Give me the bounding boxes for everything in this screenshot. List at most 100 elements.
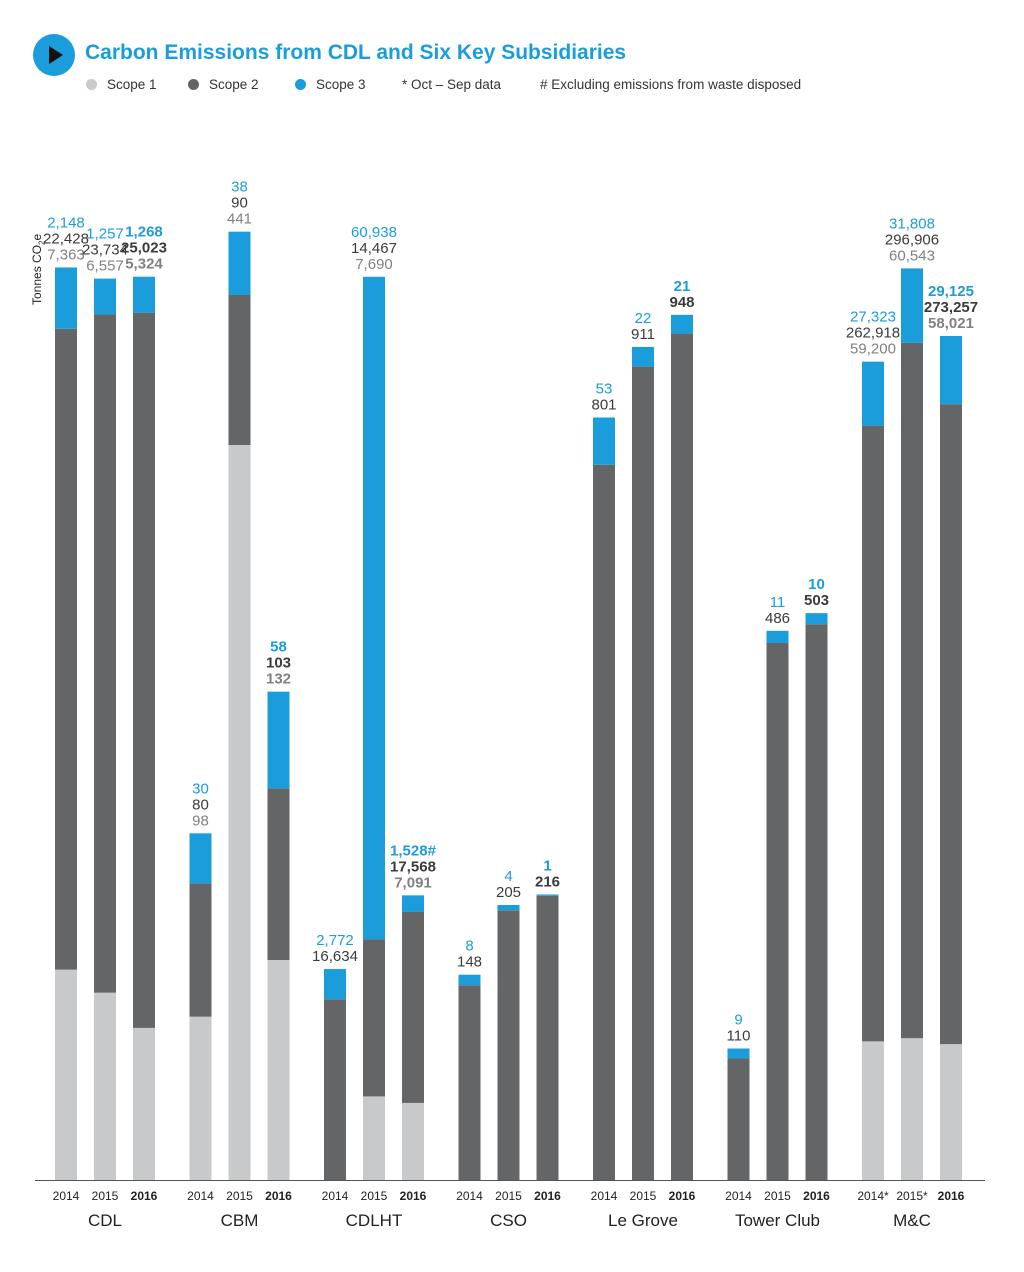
bar-mandc-2015-scope2 [901, 342, 923, 1039]
value-label-tower-club-2014-scope3: 9 [734, 1012, 742, 1029]
bar-cbm-2015-scope1 [228, 445, 251, 1180]
value-label-cdlht-2014-scope3: 2,772 [316, 932, 354, 949]
bar-cbm-2016-scope3 [267, 691, 290, 789]
value-label-tower-club-2016-scope3: 10 [808, 576, 825, 593]
legend-item-scope2: Scope 2 [188, 77, 259, 92]
year-label-cdlht-2015: 2015 [361, 1189, 388, 1203]
legend-note-oct-sep: * Oct – Sep data [402, 77, 502, 92]
bar-cso-2015-scope3 [497, 905, 520, 911]
legend-swatch-scope2 [188, 79, 199, 90]
bar-cbm-2015-scope3 [228, 231, 251, 295]
year-label-cbm-2016: 2016 [265, 1189, 292, 1203]
group-label-mandc: M&C [893, 1211, 931, 1230]
group-label-cdlht: CDLHT [346, 1211, 403, 1230]
bar-tower-club-2014-scope2 [727, 1058, 750, 1180]
bar-mandc-2014-scope2 [862, 425, 884, 1042]
value-label-cdl-2016-scope3: 1,268 [125, 224, 163, 241]
legend-item-scope1: Scope 1 [86, 77, 157, 92]
value-label-cbm-2015-scope1: 441 [227, 211, 252, 228]
bar-cdl-2016-scope1 [133, 1027, 155, 1180]
value-label-cdl-2015-scope1: 6,557 [86, 258, 124, 275]
value-label-cso-2015-scope3: 4 [504, 868, 512, 885]
bar-mandc-2014-scope3 [862, 361, 884, 426]
value-label-cso-2014-scope3: 8 [465, 938, 473, 955]
value-label-mandc-2014-scope2: 262,918 [846, 325, 900, 342]
bar-cdlht-2015-scope1 [363, 1096, 385, 1180]
legend-label-scope1: Scope 1 [107, 77, 157, 92]
value-label-mandc-2016-scope3: 29,125 [928, 283, 974, 300]
bar-cbm-2014-scope2 [189, 883, 212, 1017]
bar-mandc-2015-scope3 [901, 268, 923, 343]
year-label-cbm-2015: 2015 [226, 1189, 253, 1203]
bar-le-grove-2015-scope2 [632, 366, 654, 1180]
bar-le-grove-2014-scope2 [593, 464, 615, 1181]
bar-cdlht-2015-scope2 [363, 939, 385, 1097]
legend-label-scope2: Scope 2 [209, 77, 259, 92]
value-label-tower-club-2014-scope2: 110 [727, 1028, 751, 1045]
value-label-cdlht-2015-scope3: 60,938 [351, 224, 397, 241]
bar-cbm-2016-scope2 [267, 788, 290, 960]
bar-tower-club-2014-scope3 [727, 1048, 750, 1059]
bar-cdl-2014-scope1 [55, 969, 77, 1180]
year-label-cdl-2014: 2014 [53, 1189, 80, 1203]
value-label-cbm-2015-scope3: 38 [231, 179, 248, 196]
bar-cbm-2015-scope2 [228, 295, 251, 445]
chart-header: Carbon Emissions from CDL and Six Key Su… [0, 0, 1024, 110]
year-label-cso-2014: 2014 [456, 1189, 483, 1203]
bar-cdl-2014-scope2 [55, 328, 77, 970]
value-label-mandc-2014-scope1: 59,200 [850, 341, 896, 358]
value-label-cdl-2014-scope1: 7,363 [47, 246, 85, 263]
bar-cso-2016-scope2 [536, 895, 559, 1180]
value-label-cdl-2015-scope2: 23,734 [82, 242, 128, 259]
value-label-tower-club-2016-scope2: 503 [804, 592, 829, 609]
value-label-le-grove-2014-scope2: 801 [591, 397, 616, 414]
legend-label-scope3: Scope 3 [316, 77, 366, 92]
year-label-tower-club-2016: 2016 [803, 1189, 830, 1203]
value-label-mandc-2016-scope2: 273,257 [924, 299, 978, 316]
legend-swatch-scope1 [86, 79, 97, 90]
year-label-tower-club-2015: 2015 [764, 1189, 791, 1203]
bar-mandc-2015-scope1 [901, 1038, 923, 1180]
bar-cso-2014-scope3 [458, 974, 481, 986]
bar-cso-2016-scope3 [536, 894, 559, 896]
value-label-cdlht-2016-scope3: 1,528# [390, 842, 437, 859]
year-label-cbm-2014: 2014 [187, 1189, 214, 1203]
legend-swatch-scope3 [295, 79, 306, 90]
year-label-cdl-2016: 2016 [131, 1189, 158, 1203]
year-label-mandc-2014: 2014* [857, 1189, 889, 1203]
bar-mandc-2014-scope1 [862, 1041, 884, 1180]
year-label-cdlht-2014: 2014 [322, 1189, 349, 1203]
bar-le-grove-2014-scope3 [593, 417, 615, 465]
bar-tower-club-2016-scope3 [805, 613, 828, 625]
year-label-mandc-2016: 2016 [938, 1189, 965, 1203]
value-label-tower-club-2015-scope2: 486 [765, 610, 790, 627]
value-label-cbm-2015-scope2: 90 [231, 195, 248, 212]
value-label-mandc-2014-scope3: 27,323 [850, 309, 896, 326]
value-label-cdlht-2015-scope1: 7,690 [355, 256, 393, 273]
bar-cdl-2016-scope3 [133, 276, 155, 313]
group-label-tower-club: Tower Club [735, 1211, 820, 1230]
bar-cso-2015-scope2 [497, 910, 520, 1180]
bar-cdlht-2015-scope3 [363, 276, 385, 940]
group-label-cbm: CBM [221, 1211, 259, 1230]
bar-cdlht-2016-scope3 [402, 895, 424, 912]
year-label-cdlht-2016: 2016 [400, 1189, 427, 1203]
value-label-cbm-2016-scope2: 103 [266, 655, 291, 672]
value-label-cdlht-2016-scope1: 7,091 [394, 874, 432, 891]
value-label-mandc-2015-scope1: 60,543 [889, 247, 935, 264]
bar-mandc-2016-scope1 [940, 1044, 962, 1180]
value-label-cbm-2014-scope1: 98 [192, 812, 209, 829]
bar-cdl-2015-scope1 [94, 992, 116, 1180]
bar-cdl-2016-scope2 [133, 312, 155, 1028]
bar-cdlht-2016-scope2 [402, 911, 424, 1103]
play-button[interactable] [33, 34, 75, 76]
bar-cdlht-2014-scope3 [324, 969, 346, 1000]
value-label-mandc-2015-scope2: 296,906 [885, 231, 939, 248]
value-label-le-grove-2015-scope2: 911 [631, 326, 655, 343]
value-label-cso-2016-scope2: 216 [535, 873, 560, 890]
group-label-cso: CSO [490, 1211, 527, 1230]
